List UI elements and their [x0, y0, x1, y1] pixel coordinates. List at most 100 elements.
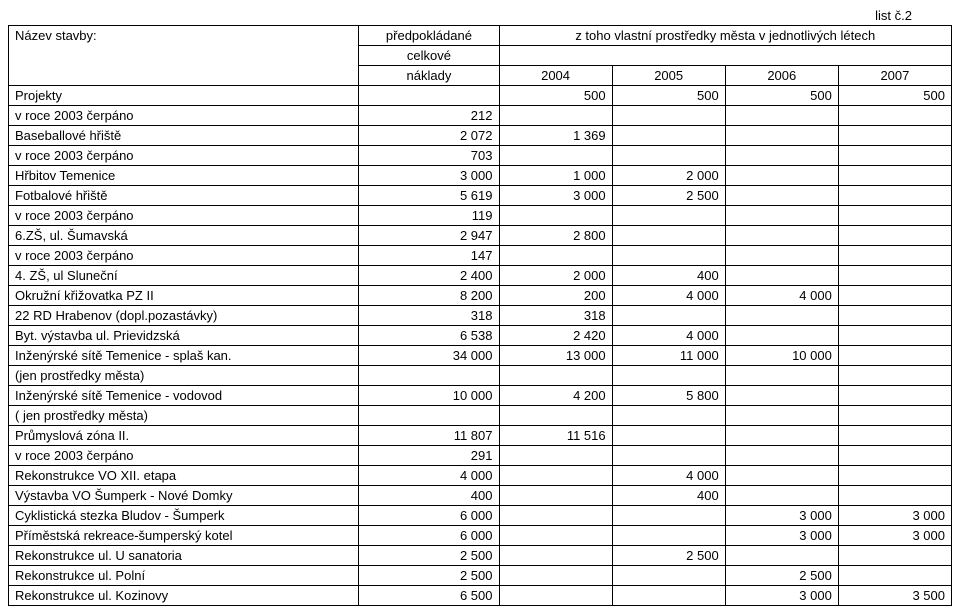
- row-name: ( jen prostředky města): [9, 406, 359, 426]
- table-row: ( jen prostředky města): [9, 406, 952, 426]
- header-name: Název stavby:: [9, 26, 359, 86]
- row-year-3: [838, 286, 951, 306]
- table-row: Cyklistická stezka Bludov - Šumperk6 000…: [9, 506, 952, 526]
- row-year-2: 10 000: [725, 346, 838, 366]
- row-cost: 212: [359, 106, 499, 126]
- row-cost: 2 947: [359, 226, 499, 246]
- row-year-1: [612, 226, 725, 246]
- table-row: 6.ZŠ, ul. Šumavská2 9472 800: [9, 226, 952, 246]
- table-row: v roce 2003 čerpáno119: [9, 206, 952, 226]
- row-name: Rekonstrukce ul. Polní: [9, 566, 359, 586]
- row-name: Rekonstrukce VO XII. etapa: [9, 466, 359, 486]
- row-year-1: [612, 206, 725, 226]
- row-name: Byt. výstavba ul. Prievidzská: [9, 326, 359, 346]
- row-year-2: [725, 306, 838, 326]
- row-cost: 3 000: [359, 166, 499, 186]
- row-year-1: [612, 446, 725, 466]
- table-row: Inženýrské sítě Temenice - vodovod10 000…: [9, 386, 952, 406]
- row-name: Fotbalové hřiště: [9, 186, 359, 206]
- row-year-0: [499, 366, 612, 386]
- row-year-2: [725, 246, 838, 266]
- table-row: v roce 2003 čerpáno212: [9, 106, 952, 126]
- header-year-2007: 2007: [838, 66, 951, 86]
- row-cost: 6 500: [359, 586, 499, 606]
- row-cost: 400: [359, 486, 499, 506]
- row-year-2: [725, 406, 838, 426]
- row-cost: 5 619: [359, 186, 499, 206]
- row-name: Průmyslová zóna II.: [9, 426, 359, 446]
- row-cost: 318: [359, 306, 499, 326]
- row-year-0: [499, 106, 612, 126]
- row-year-3: [838, 466, 951, 486]
- row-year-3: [838, 146, 951, 166]
- row-year-3: [838, 486, 951, 506]
- row-year-0: [499, 506, 612, 526]
- table-row: Rekonstrukce ul. Polní2 5002 500: [9, 566, 952, 586]
- row-name: Inženýrské sítě Temenice - vodovod: [9, 386, 359, 406]
- row-year-3: [838, 446, 951, 466]
- row-year-0: [499, 466, 612, 486]
- row-year-1: [612, 406, 725, 426]
- row-name: (jen prostředky města): [9, 366, 359, 386]
- row-name: v roce 2003 čerpáno: [9, 446, 359, 466]
- row-year-3: [838, 306, 951, 326]
- cost-table: Název stavby: předpokládané z toho vlast…: [8, 25, 952, 606]
- row-year-2: [725, 266, 838, 286]
- row-year-2: [725, 166, 838, 186]
- row-year-2: 500: [725, 86, 838, 106]
- row-year-3: [838, 346, 951, 366]
- row-cost: [359, 86, 499, 106]
- row-year-2: [725, 466, 838, 486]
- row-year-3: [838, 366, 951, 386]
- table-row: (jen prostředky města): [9, 366, 952, 386]
- row-cost: [359, 366, 499, 386]
- header-year-2004: 2004: [499, 66, 612, 86]
- header-year-2005: 2005: [612, 66, 725, 86]
- row-cost: 34 000: [359, 346, 499, 366]
- row-year-2: [725, 186, 838, 206]
- row-year-0: [499, 526, 612, 546]
- row-year-1: [612, 106, 725, 126]
- row-cost: 6 000: [359, 506, 499, 526]
- row-cost: 291: [359, 446, 499, 466]
- row-year-1: [612, 506, 725, 526]
- table-row: 4. ZŠ, ul Sluneční2 4002 000400: [9, 266, 952, 286]
- row-cost: 119: [359, 206, 499, 226]
- row-year-0: [499, 586, 612, 606]
- row-cost: 703: [359, 146, 499, 166]
- table-row: Baseballové hřiště2 0721 369: [9, 126, 952, 146]
- row-name: v roce 2003 čerpáno: [9, 206, 359, 226]
- row-cost: 4 000: [359, 466, 499, 486]
- row-year-2: [725, 546, 838, 566]
- row-name: Rekonstrukce ul. Kozinovy: [9, 586, 359, 606]
- row-cost: 6 538: [359, 326, 499, 346]
- row-year-2: 3 000: [725, 586, 838, 606]
- row-cost: 8 200: [359, 286, 499, 306]
- row-name: Projekty: [9, 86, 359, 106]
- row-cost: 2 400: [359, 266, 499, 286]
- row-year-3: [838, 426, 951, 446]
- row-year-1: 400: [612, 486, 725, 506]
- row-year-3: [838, 546, 951, 566]
- row-year-1: [612, 566, 725, 586]
- row-year-2: [725, 126, 838, 146]
- row-year-3: [838, 386, 951, 406]
- row-year-1: 500: [612, 86, 725, 106]
- table-row: Byt. výstavba ul. Prievidzská6 5382 4204…: [9, 326, 952, 346]
- row-cost: [359, 406, 499, 426]
- row-name: Rekonstrukce ul. U sanatoria: [9, 546, 359, 566]
- table-row: Inženýrské sítě Temenice - splaš kan.34 …: [9, 346, 952, 366]
- row-name: 6.ZŠ, ul. Šumavská: [9, 226, 359, 246]
- row-year-2: [725, 426, 838, 446]
- row-name: Inženýrské sítě Temenice - splaš kan.: [9, 346, 359, 366]
- header-cost-line2: celkové: [359, 46, 499, 66]
- row-year-3: [838, 246, 951, 266]
- row-year-2: 2 500: [725, 566, 838, 586]
- row-year-0: [499, 446, 612, 466]
- row-year-0: 200: [499, 286, 612, 306]
- row-year-3: 3 000: [838, 526, 951, 546]
- row-name: Hřbitov Temenice: [9, 166, 359, 186]
- row-year-1: 2 500: [612, 186, 725, 206]
- row-year-1: 4 000: [612, 286, 725, 306]
- row-year-0: 1 000: [499, 166, 612, 186]
